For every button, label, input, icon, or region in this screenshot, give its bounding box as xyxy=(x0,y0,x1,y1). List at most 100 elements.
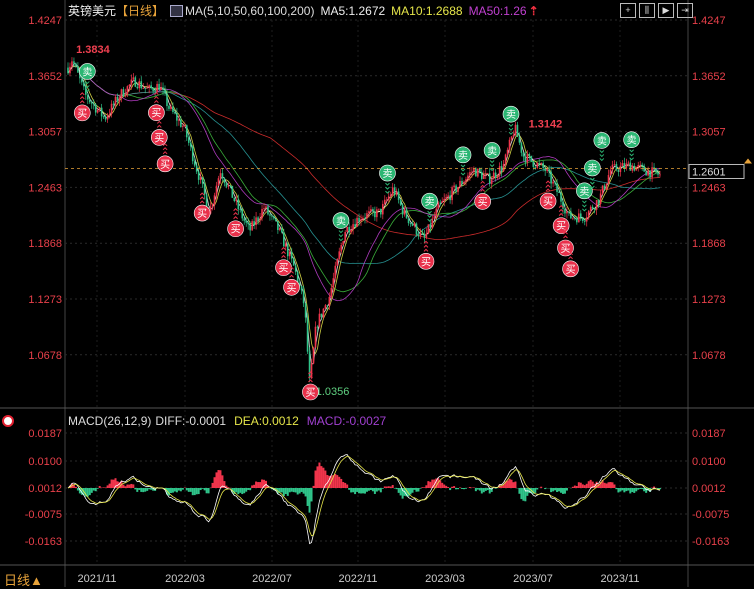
candle xyxy=(275,219,277,222)
price-tick-left: 1.4247 xyxy=(28,15,62,27)
candle xyxy=(283,229,285,247)
candle-body xyxy=(99,108,101,110)
macd-bar xyxy=(584,485,586,488)
macd-label[interactable]: MACD(26,12,9) xyxy=(68,414,151,428)
candle-body xyxy=(455,186,457,192)
candle-body xyxy=(313,347,315,363)
candle-body xyxy=(354,224,356,227)
candle xyxy=(588,210,590,220)
macd-tick-left: 0.0187 xyxy=(28,428,62,440)
candle xyxy=(596,200,598,215)
macd-bar xyxy=(564,488,566,494)
candle-body xyxy=(358,218,360,221)
ma-settings-icon[interactable] xyxy=(170,5,183,17)
macd-bar xyxy=(380,488,382,492)
candle-body xyxy=(216,186,218,196)
macd-bar xyxy=(370,488,372,490)
candle xyxy=(75,62,77,68)
candle-body xyxy=(136,87,138,88)
candle-body xyxy=(342,241,344,245)
macd-tick-right: 0.0100 xyxy=(692,456,726,468)
up-chevron-icon xyxy=(282,252,286,254)
macd-bar xyxy=(469,487,471,488)
macd-bar xyxy=(443,485,445,488)
macd-bar xyxy=(122,485,124,488)
macd-bar xyxy=(360,488,362,493)
sell-label: 卖 xyxy=(487,145,497,157)
candle-body xyxy=(479,169,481,172)
candle xyxy=(570,208,572,219)
up-arrow-icon[interactable]: ⇡ xyxy=(529,4,539,18)
period-switch[interactable]: 日线▲ xyxy=(4,570,43,589)
candle-body xyxy=(566,212,568,214)
macd-bar xyxy=(374,488,376,494)
candle-body xyxy=(529,154,531,156)
candle-body xyxy=(451,187,453,200)
ma-label[interactable]: MA(5,10,50,60,100,200) xyxy=(185,4,314,18)
macd-bar xyxy=(146,488,148,491)
price-tick-left: 1.0678 xyxy=(28,350,62,362)
macd-bar xyxy=(307,488,309,506)
candle-body xyxy=(390,195,392,197)
macd-bar xyxy=(142,488,144,492)
macd-bar xyxy=(259,482,261,488)
candle-body xyxy=(580,213,582,217)
buy-signal: 买 xyxy=(475,181,491,209)
candle xyxy=(360,215,362,226)
candle-body xyxy=(647,170,649,175)
down-chevron-icon xyxy=(339,235,343,237)
candle-body xyxy=(540,163,542,164)
candle-body xyxy=(198,172,200,180)
play-icon[interactable]: ▶ xyxy=(658,3,674,18)
macd-bar xyxy=(178,488,180,491)
candle xyxy=(224,177,226,186)
candle-body xyxy=(162,87,164,89)
up-chevron-icon xyxy=(559,210,563,212)
high-annotation: 1.3834 xyxy=(76,44,111,56)
macd-bar xyxy=(297,488,299,494)
zoom-in-icon[interactable]: ⫼ xyxy=(639,3,655,18)
candle-body xyxy=(329,297,331,306)
candle-body xyxy=(323,309,325,317)
candle-body xyxy=(291,252,293,259)
candle-body xyxy=(133,77,135,79)
candle xyxy=(301,286,303,294)
candle-body xyxy=(178,120,180,121)
candle-body xyxy=(119,98,121,102)
candle-body xyxy=(564,209,566,214)
macd-bar xyxy=(507,481,509,488)
candle-body xyxy=(338,251,340,259)
macd-bar xyxy=(562,488,564,494)
macd-bar xyxy=(111,480,113,488)
down-chevron-icon xyxy=(385,183,389,185)
macd-bar xyxy=(423,487,425,488)
candle xyxy=(645,171,647,176)
candle-body xyxy=(87,95,89,100)
candle-body xyxy=(475,169,477,177)
candle-body xyxy=(370,209,372,211)
macd-bar xyxy=(313,486,315,488)
candle-body xyxy=(267,206,269,214)
buy-label: 买 xyxy=(231,224,241,236)
macd-bar xyxy=(309,488,311,513)
candle-body xyxy=(352,224,354,230)
diff-value: DIFF:-0.0001 xyxy=(155,414,226,428)
candle xyxy=(624,158,626,172)
macd-bar xyxy=(627,488,629,491)
up-chevron-icon xyxy=(200,193,204,195)
candle xyxy=(135,76,137,87)
down-chevron-icon xyxy=(582,209,586,211)
sell-label: 卖 xyxy=(382,168,392,180)
crosshair-icon[interactable]: + xyxy=(620,3,636,18)
macd-bar xyxy=(619,488,621,491)
macd-bar xyxy=(180,488,182,491)
candle-body xyxy=(532,161,534,167)
indicator-settings-icon[interactable] xyxy=(2,415,14,427)
macd-bar xyxy=(170,488,172,493)
candle-body xyxy=(333,278,335,288)
candle-body xyxy=(612,165,614,170)
end-icon[interactable]: ⇥ xyxy=(677,3,693,18)
macd-bar xyxy=(554,488,556,490)
candle-body xyxy=(269,214,271,215)
